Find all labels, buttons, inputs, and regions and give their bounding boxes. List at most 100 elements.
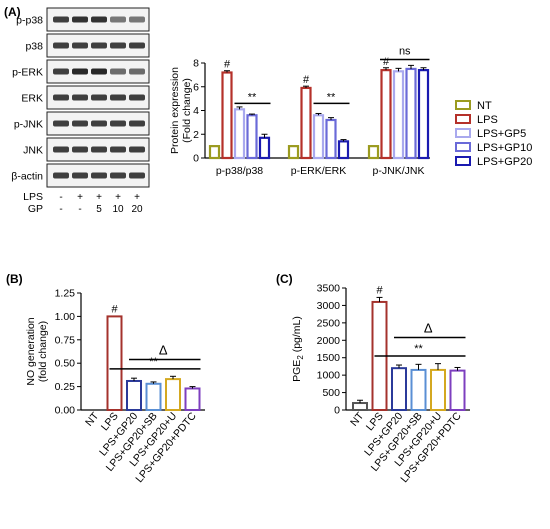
bar-LPS+GP20+SB bbox=[145, 382, 162, 411]
legend-label: NT bbox=[477, 100, 492, 112]
blot-band bbox=[110, 16, 126, 23]
blot-band bbox=[53, 94, 69, 101]
y-axis-label-line: NO generation bbox=[25, 317, 37, 385]
blot-band bbox=[91, 146, 107, 153]
y-tick-label: 2 bbox=[193, 129, 199, 141]
blot-row-label: ERK bbox=[21, 93, 43, 105]
bar-LPS+GP5 bbox=[233, 108, 246, 160]
blot-band bbox=[91, 68, 107, 75]
treatment-value: + bbox=[96, 192, 102, 203]
bar-NT bbox=[287, 145, 300, 160]
y-axis-label: Protein expression(Fold change) bbox=[169, 67, 193, 154]
bar-LPS+GP20+PDTC bbox=[184, 387, 201, 411]
blot-band bbox=[110, 172, 126, 179]
blot-row-label: p-ERK bbox=[12, 67, 43, 79]
legend-swatch-LPS+GP5 bbox=[455, 128, 471, 138]
significance-stars: ** bbox=[248, 91, 257, 103]
y-axis-label-line: Protein expression bbox=[169, 67, 181, 154]
y-axis-label-line: (Fold change) bbox=[181, 78, 193, 143]
y-tick-label: 0.25 bbox=[55, 381, 76, 393]
treatment-label: GP bbox=[28, 203, 43, 215]
y-tick-label: 1.00 bbox=[55, 311, 76, 323]
bar-NT bbox=[352, 402, 368, 411]
significance-hash: # bbox=[111, 303, 118, 315]
blot-band bbox=[129, 172, 145, 179]
panel-label-b: (B) bbox=[6, 272, 23, 286]
legend-swatch-NT bbox=[455, 100, 471, 110]
x-tick-label: p-p38/p38 bbox=[216, 165, 263, 177]
blot-band bbox=[110, 146, 126, 153]
blot-band bbox=[53, 120, 69, 127]
blot-band bbox=[91, 172, 107, 179]
blot-band bbox=[53, 172, 69, 179]
treatment-value: - bbox=[59, 204, 62, 215]
bar-NT bbox=[367, 145, 380, 160]
y-tick-label: 6 bbox=[193, 81, 199, 93]
y-axis-label-line: (fold change) bbox=[37, 321, 49, 382]
bar-LPS+GP10 bbox=[405, 67, 417, 160]
y-tick-label: 4 bbox=[193, 105, 199, 117]
y-tick-label: 8 bbox=[193, 58, 199, 70]
x-tick-label: p-ERK/ERK bbox=[291, 165, 346, 177]
y-tick-label: 2500 bbox=[317, 317, 341, 329]
blot-band bbox=[53, 146, 69, 153]
bar-LPS bbox=[300, 86, 312, 160]
blot-band bbox=[110, 42, 126, 49]
y-tick-label: 500 bbox=[322, 387, 340, 399]
treatment-value: 10 bbox=[112, 204, 124, 215]
legend-label: LPS+GP10 bbox=[477, 142, 532, 154]
significance-hash: # bbox=[376, 284, 383, 296]
significance-stars: ** bbox=[414, 343, 423, 355]
legend-label: LPS bbox=[477, 114, 498, 126]
treatment-value: + bbox=[77, 192, 83, 203]
y-tick-label: 0.50 bbox=[55, 358, 76, 370]
blot-band bbox=[72, 42, 88, 49]
treatment-value: - bbox=[78, 204, 81, 215]
bar-LPS+GP5 bbox=[392, 70, 405, 160]
bar-LPS+GP10 bbox=[325, 118, 337, 160]
blot-band bbox=[72, 68, 88, 75]
chart-c: 0500100015002000250030003500NTLPSLPS+GP2… bbox=[291, 283, 470, 485]
bar-LPS+GP10 bbox=[246, 114, 258, 160]
significance-hash: # bbox=[383, 56, 390, 68]
significance-stars: ** bbox=[149, 356, 158, 368]
significance-hash: # bbox=[224, 59, 231, 71]
y-tick-label: 0.00 bbox=[55, 405, 76, 417]
bar-LPS+GP20 bbox=[337, 140, 350, 160]
y-tick-label: 1.25 bbox=[55, 288, 76, 300]
legend-label: LPS+GP20 bbox=[477, 156, 532, 168]
blot-band bbox=[91, 120, 107, 127]
bar-LPS bbox=[380, 69, 392, 160]
bar-LPS+GP20+SB bbox=[410, 368, 427, 411]
y-tick-label: 1000 bbox=[317, 370, 341, 382]
blot-band bbox=[72, 146, 88, 153]
bar-LPS+GP20+U bbox=[165, 378, 181, 411]
treatment-value: + bbox=[134, 192, 140, 203]
blot-band bbox=[72, 94, 88, 101]
treatment-value: - bbox=[59, 192, 62, 203]
bar-LPS+GP20 bbox=[417, 69, 430, 160]
y-tick-label: 0 bbox=[334, 405, 340, 417]
blot-row-label: p-JNK bbox=[14, 119, 43, 131]
blot-row-label: p-p38 bbox=[16, 15, 43, 27]
treatment-value: + bbox=[115, 192, 121, 203]
significance-hash: # bbox=[303, 74, 310, 86]
blot-band bbox=[129, 68, 145, 75]
blot-row-label: p38 bbox=[25, 41, 43, 53]
blot-band bbox=[91, 94, 107, 101]
bar-LPS bbox=[106, 315, 123, 411]
blot-band bbox=[129, 16, 145, 23]
bar-LPS+GP5 bbox=[312, 114, 325, 160]
blot-band bbox=[129, 42, 145, 49]
y-tick-label: 3000 bbox=[317, 300, 341, 312]
blot-band bbox=[129, 94, 145, 101]
y-tick-label: 3500 bbox=[317, 283, 341, 295]
blot-band bbox=[72, 120, 88, 127]
blot-row-label: JNK bbox=[23, 145, 43, 157]
bar-LPS+GP20 bbox=[126, 379, 142, 412]
treatment-label: LPS bbox=[23, 191, 43, 203]
legend-swatch-LPS bbox=[455, 114, 471, 124]
panel-label-c: (C) bbox=[276, 272, 293, 286]
blot-band bbox=[129, 146, 145, 153]
